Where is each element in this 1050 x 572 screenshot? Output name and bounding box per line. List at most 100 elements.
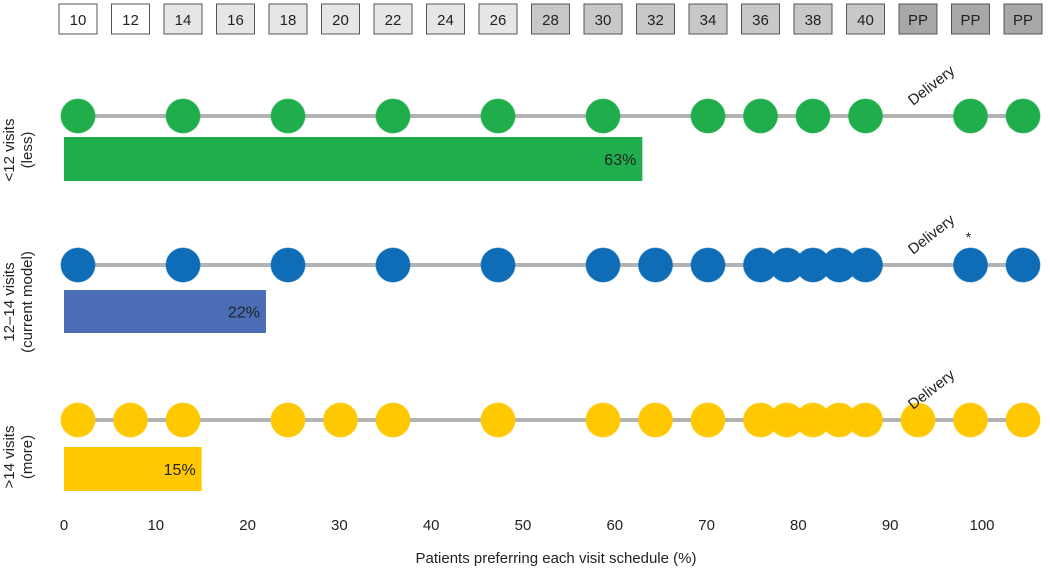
visit-dot	[690, 98, 726, 134]
week-box	[741, 3, 780, 35]
week-box	[373, 3, 413, 35]
week-label: 16	[227, 12, 244, 29]
visit-dot	[375, 247, 411, 283]
visit-dot	[60, 98, 96, 134]
bar	[64, 447, 202, 491]
week-label: 10	[70, 12, 87, 29]
visit-dot	[638, 247, 673, 283]
x-tick-label: 10	[147, 517, 164, 534]
week-box	[163, 3, 203, 35]
row-label: <12 visits(less)	[1, 119, 36, 182]
visit-dot	[1005, 402, 1041, 438]
visit-dot	[848, 247, 883, 283]
week-label: 24	[437, 12, 454, 29]
week-box	[583, 3, 623, 35]
week-label: 32	[647, 12, 664, 29]
visit-dot	[953, 98, 988, 134]
visit-dot	[1005, 98, 1041, 134]
visit-dot	[480, 247, 516, 283]
visit-dot	[638, 402, 673, 438]
bar	[64, 137, 643, 181]
visit-dot	[270, 98, 306, 134]
x-tick-label: 50	[515, 517, 532, 534]
footnote-marker: *	[966, 229, 972, 245]
week-box	[268, 3, 308, 35]
week-label: PP	[960, 12, 980, 29]
row-label: 12–14 visits(current model)	[1, 251, 36, 353]
week-label: 20	[332, 12, 349, 29]
schedule-row: 12–14 visits(current model) Delivery * 22%	[1, 211, 1041, 353]
visit-dot	[375, 402, 411, 438]
visit-dot	[323, 402, 358, 438]
visit-dot	[165, 402, 201, 438]
week-box	[951, 3, 990, 35]
x-axis: 0 10 20 30 40 50 60 70 80 90 100	[60, 517, 995, 534]
bar-value-label: 63%	[604, 152, 636, 169]
delivery-label: Delivery	[905, 366, 959, 413]
week-label: PP	[908, 12, 928, 29]
week-box	[426, 3, 465, 35]
schedule-row: <12 visits(less) Delivery 63%	[1, 62, 1041, 182]
week-label: 28	[542, 12, 559, 29]
visit-dot	[585, 402, 621, 438]
x-axis-title: Patients preferring each visit schedule …	[416, 550, 697, 567]
week-label: 18	[280, 12, 297, 29]
week-box	[58, 3, 98, 35]
x-tick-label: 20	[239, 517, 256, 534]
week-label: PP	[1013, 12, 1033, 29]
week-label: 26	[490, 12, 507, 29]
week-box	[321, 3, 360, 35]
week-label: 38	[805, 12, 822, 29]
week-label: 36	[752, 12, 769, 29]
visit-dot	[270, 402, 306, 438]
week-label: 34	[700, 12, 717, 29]
week-box	[216, 3, 255, 35]
visit-dot	[690, 247, 726, 283]
bar-value-label: 22%	[228, 305, 260, 322]
week-label: 22	[385, 12, 402, 29]
visit-dot	[848, 402, 883, 438]
visit-dot	[113, 402, 148, 438]
visit-dot	[585, 247, 621, 283]
week-box	[793, 3, 833, 35]
x-tick-label: 80	[790, 517, 807, 534]
visit-dot	[900, 402, 936, 438]
visit-dot	[848, 98, 883, 134]
week-label: 30	[595, 12, 612, 29]
x-tick-label: 100	[969, 517, 994, 534]
week-label: 40	[857, 12, 874, 29]
x-tick-label: 30	[331, 517, 348, 534]
x-tick-label: 60	[606, 517, 623, 534]
x-tick-label: 0	[60, 517, 68, 534]
row-label: >14 visits(more)	[1, 426, 36, 489]
gestational-week-header: 10 12 14 16 18 20 22 24 26 28 30 32 34 36 38 40 PP PP PP	[58, 3, 1043, 35]
visit-dot	[165, 247, 201, 283]
delivery-label: Delivery	[905, 211, 959, 258]
week-box	[688, 3, 728, 35]
visit-dot	[795, 98, 831, 134]
week-box	[111, 3, 150, 35]
week-box	[478, 3, 518, 35]
x-tick-label: 70	[698, 517, 715, 534]
visit-dot	[585, 98, 621, 134]
x-tick-label: 40	[423, 517, 440, 534]
week-label: 14	[175, 12, 192, 29]
visit-dot	[690, 402, 726, 438]
visit-dot	[953, 402, 988, 438]
x-tick-label: 90	[882, 517, 899, 534]
visit-dot	[270, 247, 306, 283]
week-box	[531, 3, 570, 35]
visit-dot	[480, 402, 516, 438]
visit-dot	[1005, 247, 1041, 283]
schedule-rows: <12 visits(less) Delivery 63% 12–14 visits(…	[1, 62, 1041, 491]
visit-dot	[953, 247, 988, 283]
delivery-label: Delivery	[905, 62, 959, 109]
schedule-row: >14 visits(more) Delivery 15%	[1, 366, 1041, 491]
visit-dot	[480, 98, 516, 134]
visit-dot	[375, 98, 411, 134]
week-label: 12	[122, 12, 139, 29]
week-box	[898, 3, 938, 35]
bar-value-label: 15%	[164, 462, 196, 479]
week-box	[1003, 3, 1043, 35]
